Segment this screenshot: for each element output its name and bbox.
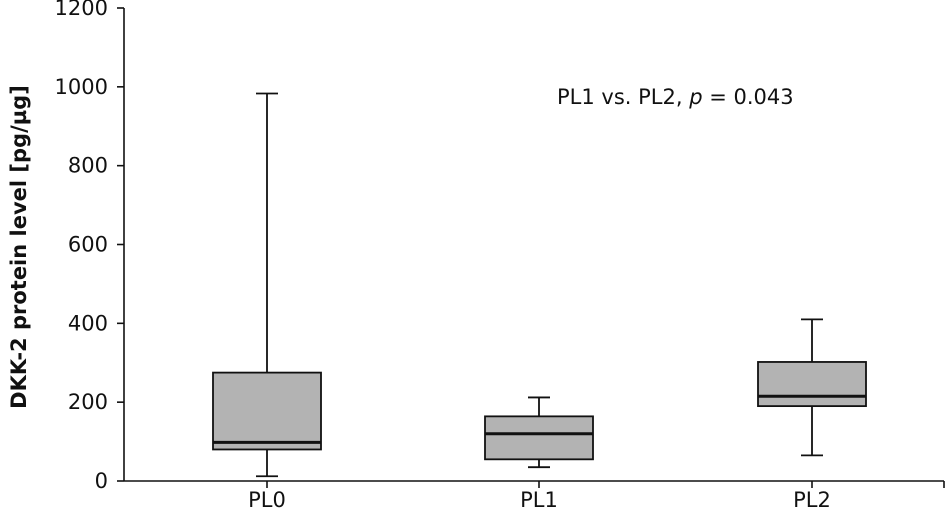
iqr-box-pl1 [484, 415, 594, 461]
annotation-value: = 0.043 [709, 85, 793, 109]
x-tick-label-pl1: PL1 [520, 488, 558, 512]
annotation-prefix: PL1 vs. PL2, [557, 85, 689, 109]
box-plot-pl2 [757, 318, 867, 457]
y-tick-label-1000: 1000 [55, 75, 108, 99]
x-tick-label-pl2: PL2 [793, 488, 831, 512]
y-tick-label-1200: 1200 [55, 0, 108, 20]
y-axis-title: DKK-2 protein level [pg/µg] [7, 85, 31, 409]
y-tick-label-400: 400 [68, 311, 108, 335]
p-value-annotation: PL1 vs. PL2, p = 0.043 [557, 85, 794, 109]
y-tick-label-600: 600 [68, 233, 108, 257]
annotation-p-symbol: p [688, 85, 702, 109]
axes-layer: 0 200 400 600 800 1000 1200 PL0 PL1 PL2 [55, 0, 945, 512]
labels-layer: DKK-2 protein level [pg/µg] PL1 vs. PL2,… [7, 85, 794, 409]
y-tick-label-800: 800 [68, 154, 108, 178]
box-plot-pl1 [484, 396, 594, 469]
box-plot-pl0 [212, 92, 322, 478]
y-tick-label-0: 0 [95, 469, 108, 493]
x-tick-label-pl0: PL0 [248, 488, 286, 512]
boxes-layer [212, 92, 867, 478]
y-tick-label-200: 200 [68, 390, 108, 414]
iqr-box-pl0 [212, 371, 322, 451]
iqr-box-pl2 [757, 361, 867, 408]
